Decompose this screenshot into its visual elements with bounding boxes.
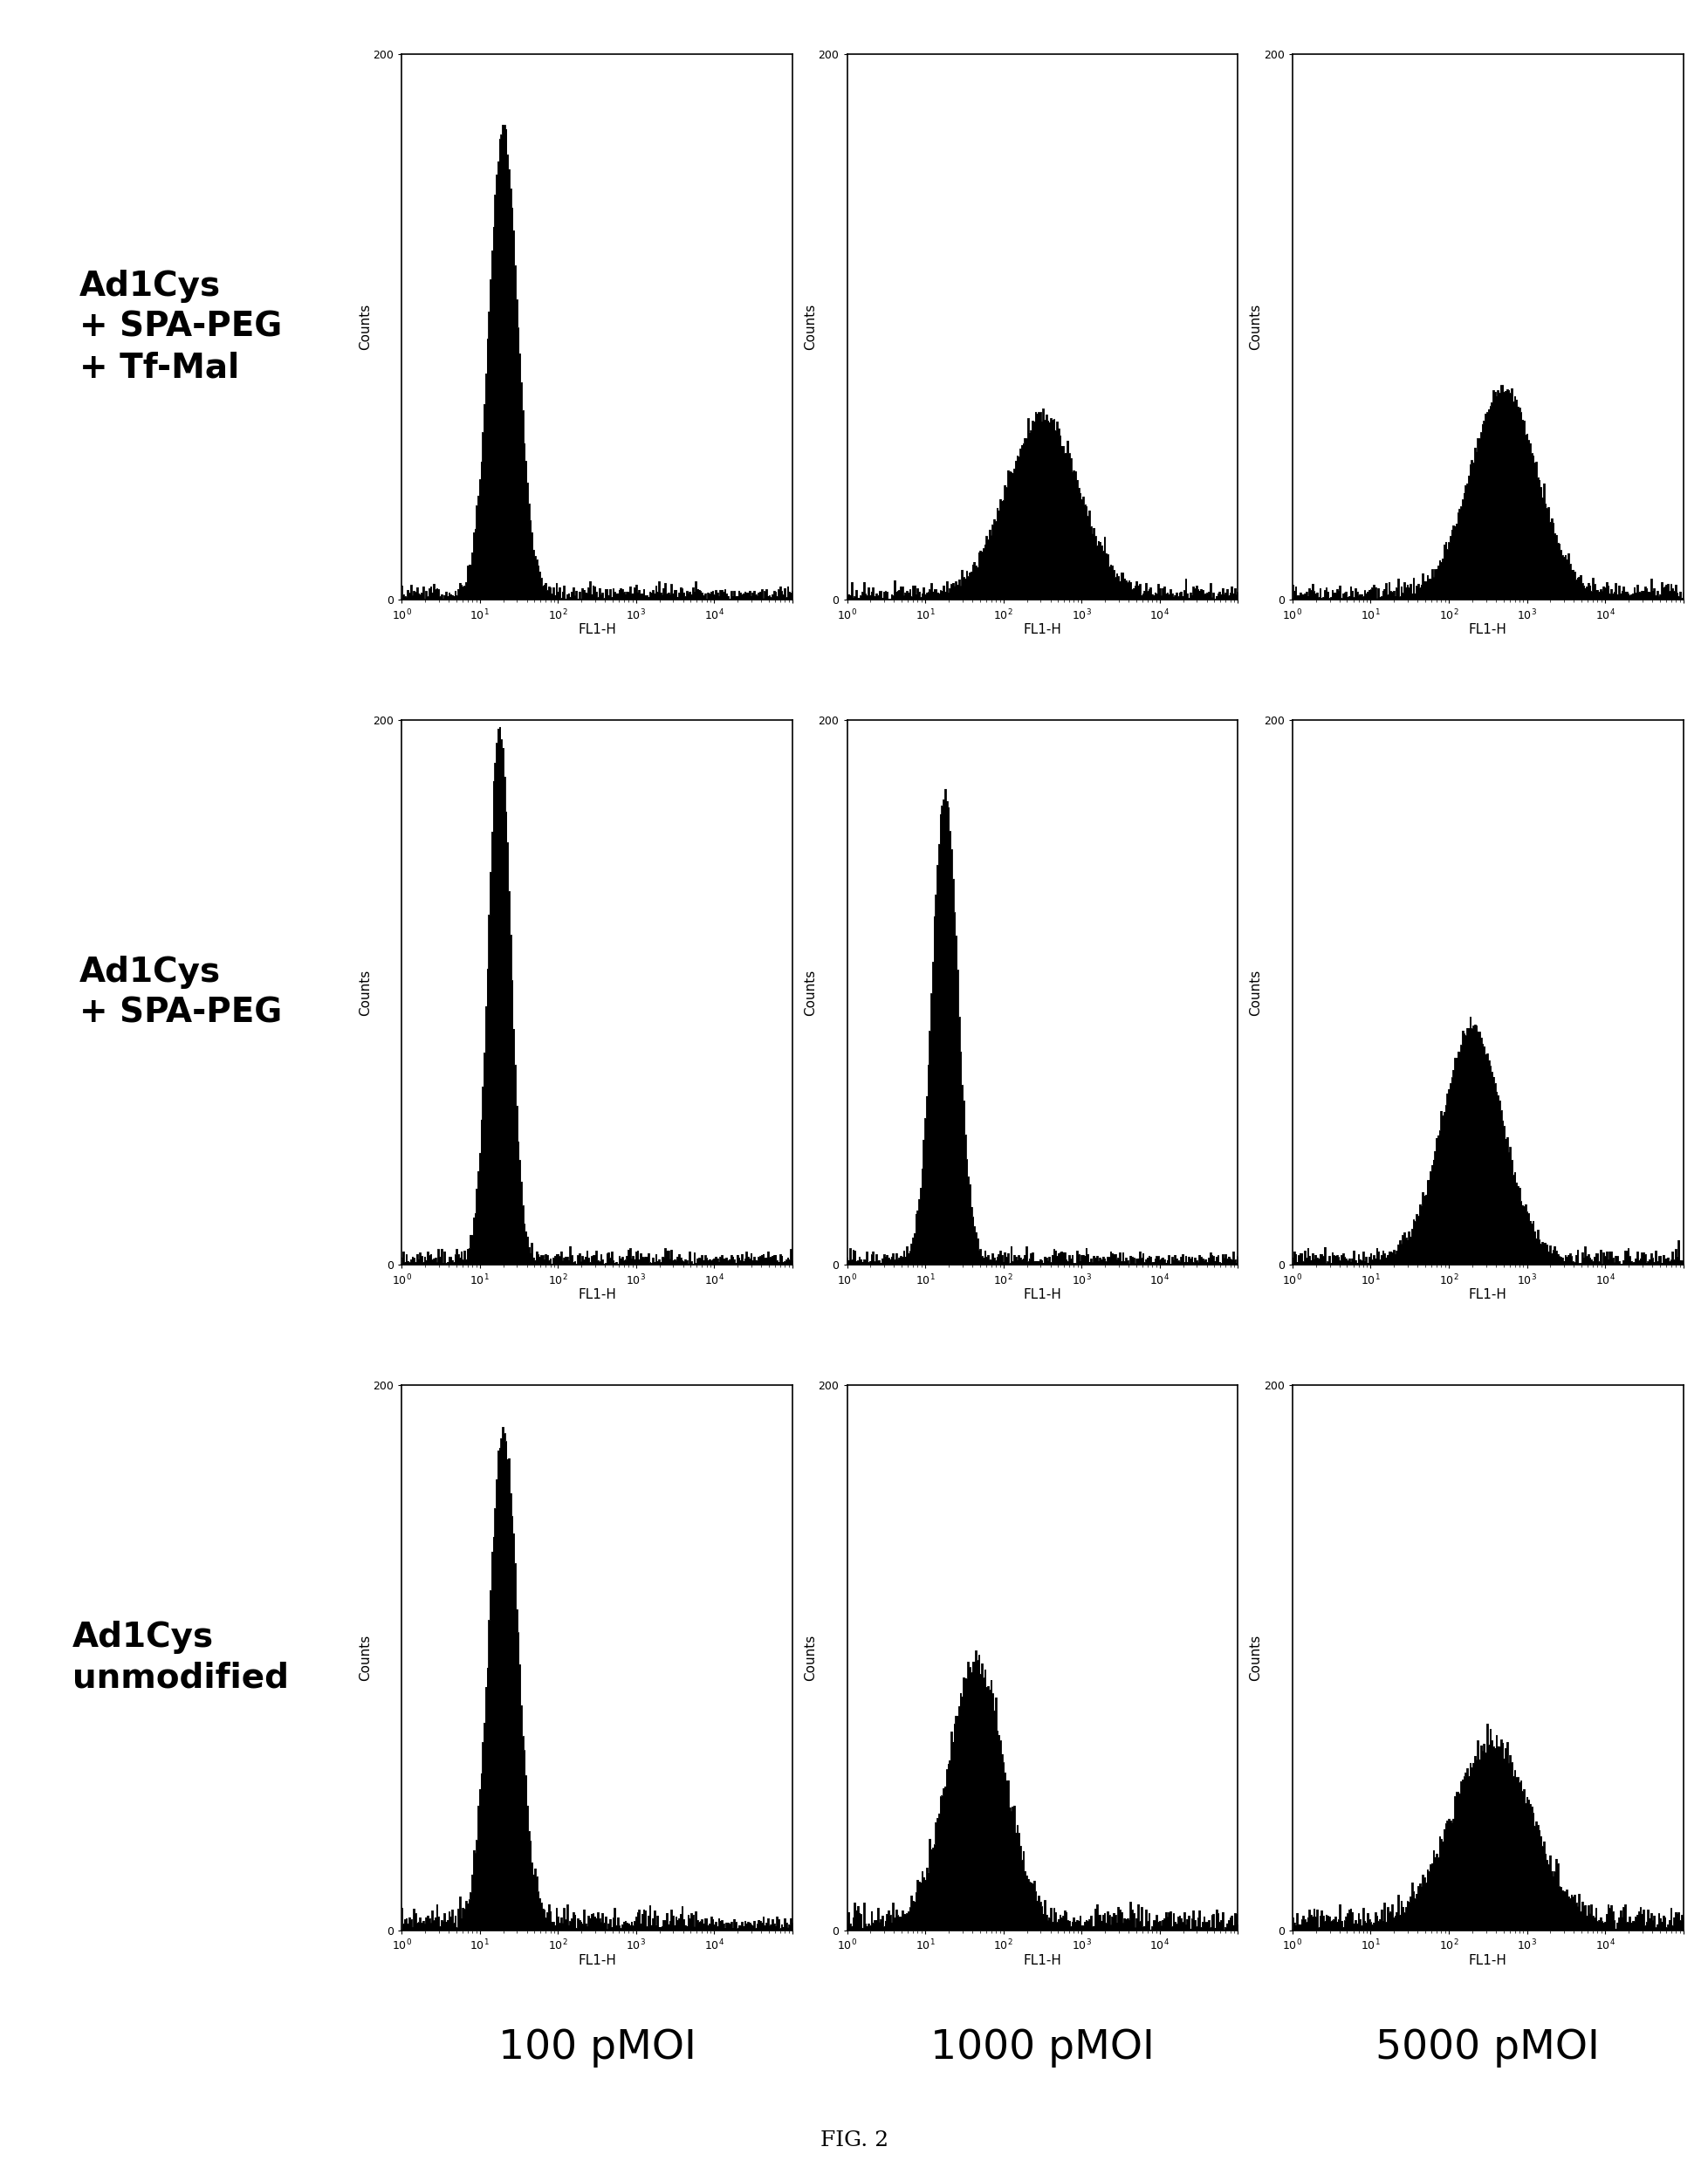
Text: Ad1Cys
unmodified: Ad1Cys unmodified xyxy=(72,1620,289,1695)
Y-axis label: Counts: Counts xyxy=(1249,303,1262,351)
X-axis label: FL1-H: FL1-H xyxy=(577,1954,617,1967)
Y-axis label: Counts: Counts xyxy=(1249,1634,1262,1682)
X-axis label: FL1-H: FL1-H xyxy=(1467,624,1506,637)
Text: FIG. 2: FIG. 2 xyxy=(820,2131,888,2150)
Text: Ad1Cys
+ SPA-PEG: Ad1Cys + SPA-PEG xyxy=(79,955,282,1029)
Y-axis label: Counts: Counts xyxy=(803,1634,816,1682)
X-axis label: FL1-H: FL1-H xyxy=(1023,624,1061,637)
Y-axis label: Counts: Counts xyxy=(803,968,816,1016)
Y-axis label: Counts: Counts xyxy=(1249,968,1262,1016)
Y-axis label: Counts: Counts xyxy=(803,303,816,351)
X-axis label: FL1-H: FL1-H xyxy=(1023,1954,1061,1967)
X-axis label: FL1-H: FL1-H xyxy=(577,624,617,637)
Y-axis label: Counts: Counts xyxy=(359,1634,371,1682)
Text: 100 pMOI: 100 pMOI xyxy=(497,2028,695,2068)
Text: 1000 pMOI: 1000 pMOI xyxy=(929,2028,1155,2068)
X-axis label: FL1-H: FL1-H xyxy=(1467,1954,1506,1967)
Text: 5000 pMOI: 5000 pMOI xyxy=(1375,2028,1599,2068)
Y-axis label: Counts: Counts xyxy=(359,968,371,1016)
X-axis label: FL1-H: FL1-H xyxy=(1467,1289,1506,1302)
Text: Ad1Cys
+ SPA-PEG
+ Tf-Mal: Ad1Cys + SPA-PEG + Tf-Mal xyxy=(79,270,282,384)
X-axis label: FL1-H: FL1-H xyxy=(577,1289,617,1302)
Y-axis label: Counts: Counts xyxy=(359,303,371,351)
X-axis label: FL1-H: FL1-H xyxy=(1023,1289,1061,1302)
